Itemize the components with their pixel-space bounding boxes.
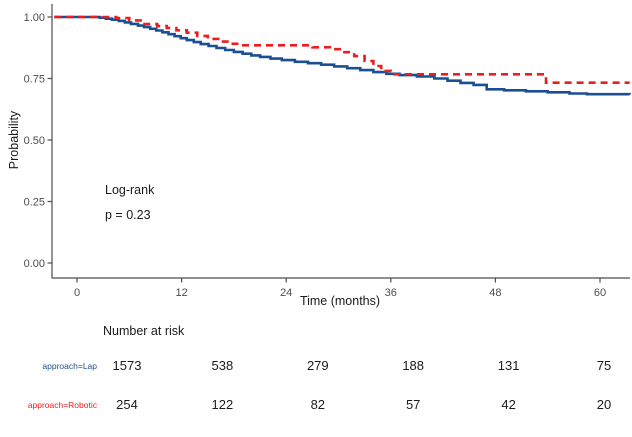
pvalue-annotation: p = 0.23 xyxy=(105,208,151,222)
x-axis-title: Time (months) xyxy=(299,294,381,308)
x-tick-label: 36 xyxy=(385,287,397,299)
risk-count: 254 xyxy=(116,397,138,412)
axis-lines xyxy=(51,4,630,279)
risk-count: 538 xyxy=(211,358,234,373)
risk-count: 20 xyxy=(596,397,612,412)
risk-table-title: Number at risk xyxy=(103,324,185,338)
risk-row-label-lap: approach=Lap xyxy=(42,361,97,371)
x-tick-label: 60 xyxy=(594,287,606,299)
logrank-annotation: Log-rank xyxy=(105,183,155,197)
risk-count: 131 xyxy=(497,358,520,373)
risk-count: 75 xyxy=(596,358,612,373)
x-tick-label: 48 xyxy=(489,287,501,299)
risk-count: 42 xyxy=(501,397,516,412)
y-tick-label: 0.50 xyxy=(24,135,45,147)
y-tick-label: 1.00 xyxy=(24,12,45,24)
y-tick-label: 0.75 xyxy=(24,74,45,86)
risk-row-label-robotic: approach=Robotic xyxy=(27,400,97,410)
risk-count: 279 xyxy=(306,358,329,373)
y-axis-title: Probability xyxy=(7,110,21,170)
km-curve-lap xyxy=(54,15,631,96)
km-curve-robotic xyxy=(54,15,630,84)
x-tick-label: 0 xyxy=(74,287,80,299)
risk-count: 82 xyxy=(310,397,326,412)
risk-count: 122 xyxy=(211,397,234,412)
y-tick-label: 0.25 xyxy=(24,197,45,209)
x-tick-label: 12 xyxy=(175,287,187,299)
risk-count: 1573 xyxy=(112,358,142,373)
risk-count: 57 xyxy=(405,397,421,412)
x-tick-label: 24 xyxy=(280,287,292,299)
y-tick-label: 0.00 xyxy=(24,258,45,270)
risk-count: 188 xyxy=(402,358,425,373)
